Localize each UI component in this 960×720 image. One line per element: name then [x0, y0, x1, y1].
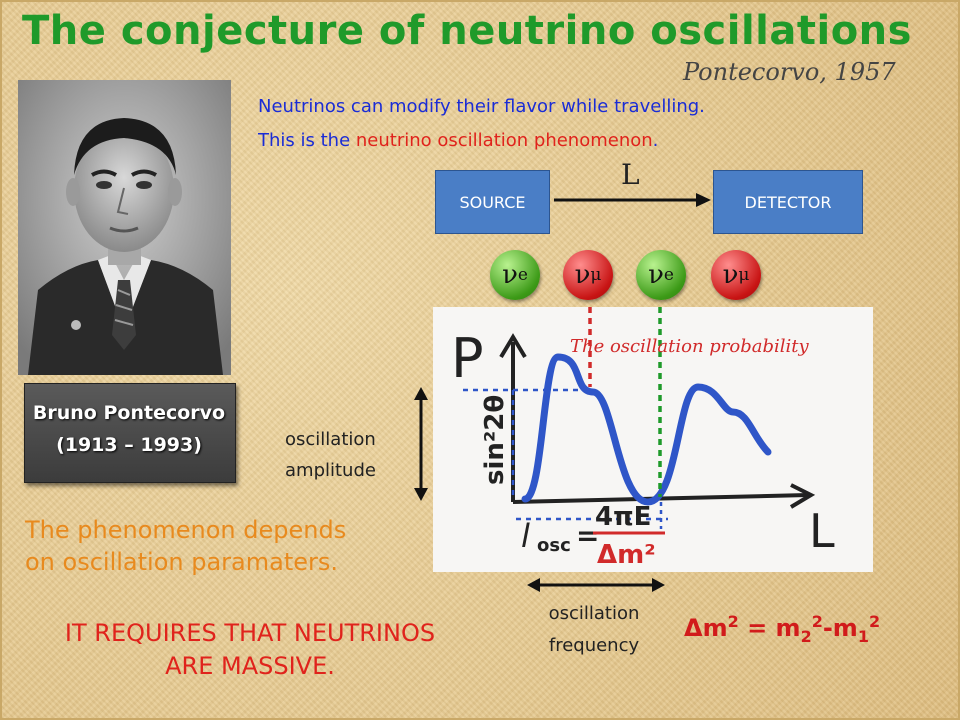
amplitude-label-line2: amplitude [285, 460, 376, 481]
osc-length-subscript: osc [537, 535, 571, 556]
intro-highlight: neutrino oscillation phenomenon [355, 130, 653, 151]
portrait-image [18, 80, 231, 375]
plot-x-label: L [809, 504, 835, 558]
scientist-name: Bruno Pontecorvo [32, 402, 226, 424]
travel-arrow [554, 193, 711, 207]
pontecorvo-portrait [18, 80, 231, 375]
x-axis-arrowhead [789, 483, 816, 509]
mass-difference-formula: Δm2 = m22-m12 [684, 612, 881, 646]
osc-numerator: 4πE [595, 502, 651, 532]
osc-denominator: Δm² [597, 540, 656, 570]
requires-line2: ARE MASSIVE. [165, 652, 335, 680]
probability-curve [521, 353, 772, 506]
intro-line-2: This is the neutrino oscillation phenome… [258, 130, 658, 151]
slide-title: The conjecture of neutrino oscillations [22, 8, 912, 54]
y-axis-arrowhead [499, 333, 527, 359]
depends-line2: on oscillation paramaters. [25, 548, 338, 576]
frequency-arrow [527, 578, 665, 592]
depends-text: The phenomenon depends on oscillation pa… [25, 514, 346, 578]
amplitude-label-line1: oscillation [285, 429, 376, 450]
amplitude-formula: sin²2θ [480, 395, 510, 485]
osc-length-symbol: l [521, 517, 530, 555]
amplitude-arrow [414, 387, 428, 501]
scientist-years: (1913 – 1993) [56, 434, 202, 456]
depends-line1: The phenomenon depends [25, 516, 347, 544]
plot-y-label: P [451, 327, 484, 390]
requires-line1: IT REQUIRES THAT NEUTRINOS [64, 619, 436, 647]
oscillation-plot-svg: P L sin²2θ l osc = 4πE Δm² [451, 307, 835, 570]
oscillation-plot: P L sin²2θ l osc = 4πE Δm² [433, 307, 873, 572]
detector-box: DETECTOR [713, 170, 863, 234]
frequency-label-line2: frequency [548, 635, 640, 656]
portrait-caption-box [24, 383, 236, 483]
attribution: Pontecorvo, 1957 [683, 58, 896, 86]
distance-label: L [621, 158, 640, 191]
intro-line-1: Neutrinos can modify their flavor while … [258, 96, 705, 117]
requires-text: IT REQUIRES THAT NEUTRINOS ARE MASSIVE. [30, 617, 470, 683]
equals-sign: = [576, 519, 599, 552]
plot-caption: The oscillation probability [570, 336, 809, 357]
intro-suffix: . [652, 130, 659, 151]
intro-prefix: This is the [258, 130, 356, 151]
frequency-label: oscillation frequency [525, 598, 663, 662]
source-box: SOURCE [435, 170, 550, 234]
frequency-label-line1: oscillation [548, 603, 640, 624]
amplitude-label: oscillation amplitude [285, 424, 376, 486]
